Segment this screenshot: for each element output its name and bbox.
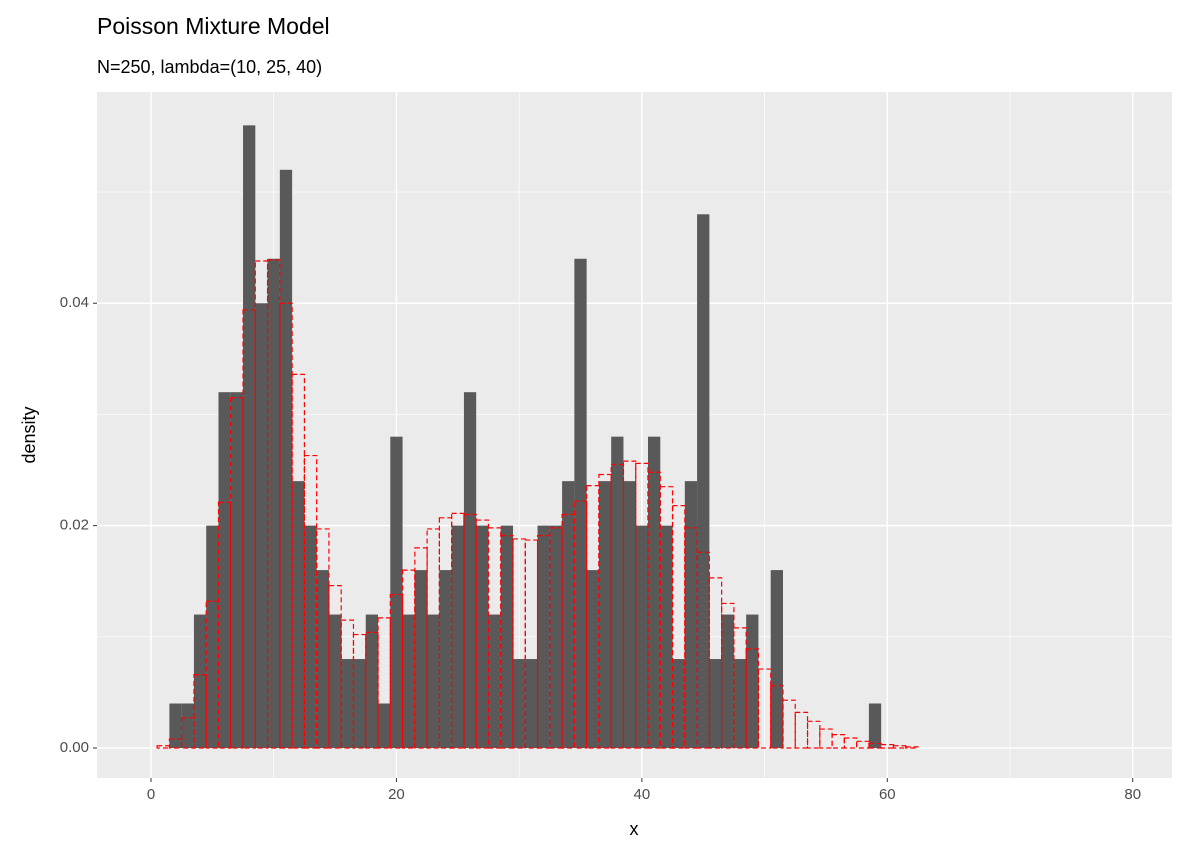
fit-bar bbox=[819, 728, 833, 749]
bar bbox=[328, 614, 342, 748]
bar bbox=[684, 481, 698, 748]
fit-bar bbox=[414, 547, 428, 749]
fit-bar bbox=[401, 569, 416, 749]
bar bbox=[451, 525, 464, 748]
x-tick-label: 80 bbox=[1124, 786, 1141, 803]
bar bbox=[267, 258, 280, 748]
fit-bar bbox=[659, 486, 674, 749]
bar bbox=[672, 659, 685, 748]
fit-bar bbox=[757, 668, 772, 749]
bar bbox=[230, 392, 244, 748]
fit-bar bbox=[217, 501, 232, 749]
x-tick-label: 20 bbox=[388, 786, 405, 803]
fit-bar bbox=[745, 648, 760, 749]
bar bbox=[439, 570, 452, 748]
fit-bar bbox=[598, 473, 612, 749]
bar bbox=[697, 214, 710, 748]
y-tick-label: 0.02 bbox=[60, 517, 89, 534]
bar bbox=[218, 392, 231, 748]
x-tick-label: 40 bbox=[634, 786, 651, 803]
bar bbox=[292, 481, 305, 748]
fit-bar bbox=[193, 673, 207, 749]
fit-bar bbox=[230, 397, 244, 749]
fit-bar bbox=[156, 745, 171, 749]
fit-bar bbox=[389, 593, 404, 749]
bar bbox=[537, 525, 550, 748]
chart-title: Poisson Mixture Model bbox=[97, 13, 330, 39]
bar bbox=[574, 258, 587, 748]
fit-bar bbox=[856, 740, 870, 749]
bar bbox=[549, 525, 563, 748]
bar bbox=[746, 614, 759, 748]
bar bbox=[341, 659, 354, 748]
bar bbox=[513, 659, 526, 748]
bar bbox=[525, 659, 538, 748]
bar bbox=[279, 169, 293, 748]
bar bbox=[476, 525, 489, 748]
bar bbox=[868, 703, 882, 748]
x-tick-label: 0 bbox=[147, 786, 155, 803]
bar bbox=[390, 436, 403, 748]
bar bbox=[647, 436, 661, 748]
y-axis-label: density bbox=[19, 406, 39, 463]
bar bbox=[353, 659, 366, 748]
fit-bar bbox=[770, 685, 784, 749]
bar bbox=[316, 570, 329, 748]
fit-bar bbox=[328, 585, 342, 749]
fit-bar bbox=[438, 517, 453, 749]
fit-bar bbox=[610, 463, 625, 749]
y-tick-label: 0.00 bbox=[60, 739, 89, 756]
fit-bar bbox=[291, 373, 305, 749]
fit-bar bbox=[905, 746, 919, 749]
fit-bar bbox=[586, 484, 600, 749]
fit-bar bbox=[254, 260, 269, 749]
bar bbox=[623, 481, 636, 748]
bar bbox=[733, 659, 747, 748]
bar bbox=[304, 525, 317, 748]
bar bbox=[598, 481, 612, 748]
fit-bar bbox=[573, 500, 588, 749]
x-axis-label: x bbox=[630, 819, 639, 839]
fit-bar bbox=[892, 745, 907, 749]
bar bbox=[586, 570, 599, 748]
bar bbox=[709, 659, 722, 748]
bar bbox=[255, 303, 268, 748]
bar bbox=[206, 525, 219, 748]
bar bbox=[169, 703, 182, 748]
bar bbox=[611, 436, 624, 748]
bar bbox=[193, 614, 207, 748]
bar bbox=[402, 614, 415, 748]
fit-bar bbox=[733, 627, 747, 749]
bar bbox=[660, 525, 673, 748]
bar bbox=[243, 125, 256, 748]
bar bbox=[562, 481, 575, 748]
bar bbox=[365, 614, 379, 748]
bar bbox=[721, 614, 734, 748]
bar bbox=[427, 614, 440, 748]
bar bbox=[463, 392, 477, 748]
bar bbox=[488, 614, 501, 748]
bar bbox=[770, 570, 783, 748]
fit-bar bbox=[377, 617, 391, 749]
bar bbox=[635, 525, 648, 748]
bar bbox=[414, 570, 428, 748]
fit-bar bbox=[671, 505, 686, 749]
bar bbox=[378, 703, 391, 748]
fit-bar bbox=[451, 512, 465, 749]
bar bbox=[500, 525, 514, 748]
fit-bar bbox=[205, 600, 220, 749]
fit-bar bbox=[242, 309, 256, 749]
bar bbox=[181, 703, 194, 748]
y-tick-label: 0.04 bbox=[60, 294, 89, 311]
x-tick-label: 60 bbox=[879, 786, 896, 803]
chart-subtitle: N=250, lambda=(10, 25, 40) bbox=[97, 57, 322, 77]
fit-bar bbox=[708, 577, 723, 749]
